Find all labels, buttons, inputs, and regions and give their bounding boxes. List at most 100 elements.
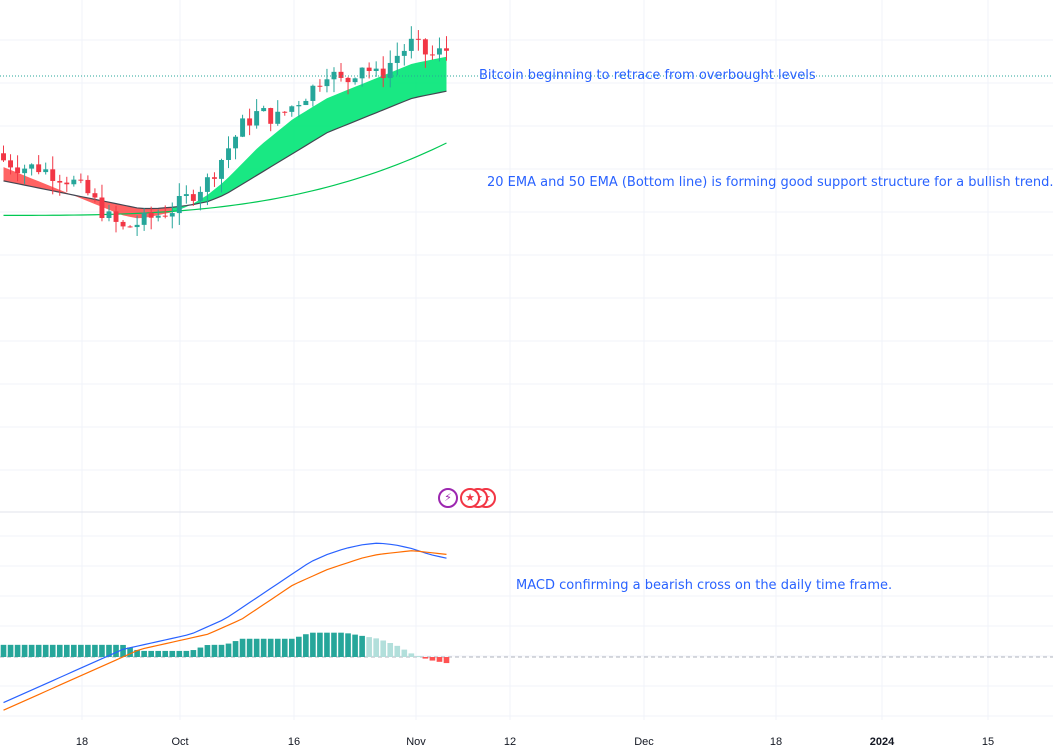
lightning-bolt-icon[interactable]: ⚡: [438, 488, 458, 508]
candle-body: [22, 168, 28, 174]
macd-histogram-bar: [7, 644, 14, 657]
macd-histogram-bar: [56, 644, 63, 657]
ema-band: [3, 56, 447, 219]
macd-histogram-bar: [303, 634, 309, 657]
macd-histogram-bar: [134, 649, 140, 657]
time-tick-label: 2024: [869, 736, 895, 748]
macd-histogram-bar: [85, 644, 91, 657]
candle-body: [352, 78, 358, 83]
candle-body: [317, 85, 323, 87]
candle-body: [275, 111, 281, 124]
candle-body: [289, 106, 295, 112]
candle-body: [366, 67, 372, 71]
candle-body: [85, 179, 91, 194]
macd-histogram-bar: [99, 644, 105, 657]
macd-histogram-bar: [408, 653, 415, 657]
macd-histogram-bar: [92, 644, 98, 657]
annotation-macd: MACD confirming a bearish cross on the d…: [516, 578, 893, 593]
candle-body: [15, 167, 21, 174]
macd-histogram-bar: [190, 650, 197, 657]
candle-body: [134, 224, 140, 228]
macd-histogram-bar: [28, 644, 35, 657]
candle-body: [1, 153, 6, 161]
annotation-retrace: Bitcoin beginning to retrace from overbo…: [479, 68, 816, 83]
candle-body: [43, 169, 49, 173]
macd-histogram-bar: [218, 644, 225, 657]
macd-histogram-bar: [21, 644, 28, 657]
macd-histogram-bar: [225, 643, 232, 657]
candle-body: [183, 194, 189, 197]
macd-histogram-bar: [281, 638, 288, 657]
time-tick-label: 12: [503, 736, 517, 748]
candle-body: [310, 85, 316, 101]
time-tick-label: 15: [981, 736, 995, 748]
macd-histogram-bar: [324, 632, 330, 657]
macd-histogram-bar: [63, 644, 70, 657]
candle-body: [141, 212, 147, 225]
macd-histogram-bar: [155, 650, 162, 657]
candles: [0, 26, 1053, 236]
candle-body: [338, 71, 344, 78]
macd-histogram-bar: [359, 635, 365, 657]
time-tick-label: 16: [287, 736, 301, 748]
macd-histogram-bar: [14, 644, 21, 657]
ema-200-line: [3, 142, 447, 216]
macd-histogram-bar: [415, 656, 422, 658]
candle-body: [408, 38, 414, 51]
candle-body: [71, 179, 77, 185]
candle-body: [226, 148, 231, 160]
macd-histogram-bar: [429, 657, 436, 661]
macd-histogram-bar: [162, 650, 169, 657]
macd-histogram-bar: [380, 640, 387, 657]
candle-body: [380, 68, 386, 79]
macd-histogram-bar: [296, 636, 302, 657]
candle-body: [64, 182, 70, 185]
candle-body: [373, 68, 379, 71]
macd-histogram-bar: [288, 638, 295, 657]
candle-body: [282, 111, 288, 113]
macd-histogram-bar: [317, 632, 323, 657]
candle-body: [296, 105, 302, 107]
candle-body: [8, 160, 14, 168]
candle-body: [92, 193, 98, 198]
candle-body: [359, 67, 365, 79]
macd-histogram-bar: [239, 638, 246, 657]
candle-body: [401, 50, 407, 56]
candle-body: [113, 211, 119, 222]
candle-body: [50, 169, 56, 181]
ema-fill-bullish: [172, 56, 447, 213]
macd-histogram-bar: [260, 638, 267, 657]
macd-histogram-bar: [35, 644, 42, 657]
ema-50-line: [3, 90, 447, 210]
time-tick-label: 18: [75, 736, 89, 748]
macd-histogram-bar: [113, 644, 119, 657]
macd-histogram-bar: [246, 638, 253, 657]
candle-body: [247, 118, 253, 126]
candle-body: [162, 215, 168, 217]
macd-histogram-bar: [443, 657, 450, 664]
time-tick-label: Nov: [406, 736, 426, 748]
candle-body: [254, 111, 260, 126]
candle-body: [190, 194, 196, 201]
macd-histogram-bar: [0, 644, 7, 657]
macd-histogram-bar: [141, 650, 147, 657]
candle-body: [444, 48, 449, 51]
candle-body: [127, 226, 133, 228]
candle-body: [219, 159, 224, 179]
macd-histogram-bar: [148, 650, 154, 657]
candle-body: [78, 179, 84, 181]
macd-histogram-bar: [401, 649, 408, 657]
macd-histogram-bar: [176, 650, 183, 657]
macd-histogram-bar: [253, 638, 260, 657]
candle-body: [394, 55, 400, 63]
macd-histogram-bar: [71, 644, 77, 657]
macd-histogram-bar: [78, 644, 84, 657]
time-tick-label: Oct: [171, 736, 189, 748]
candle-body: [57, 180, 63, 183]
macd-histogram-bar: [204, 645, 211, 657]
candle-body: [240, 118, 246, 137]
us-flag-icon[interactable]: ★: [460, 488, 480, 508]
macd-histogram-bar: [49, 644, 56, 657]
macd-histogram-bar: [310, 632, 316, 657]
